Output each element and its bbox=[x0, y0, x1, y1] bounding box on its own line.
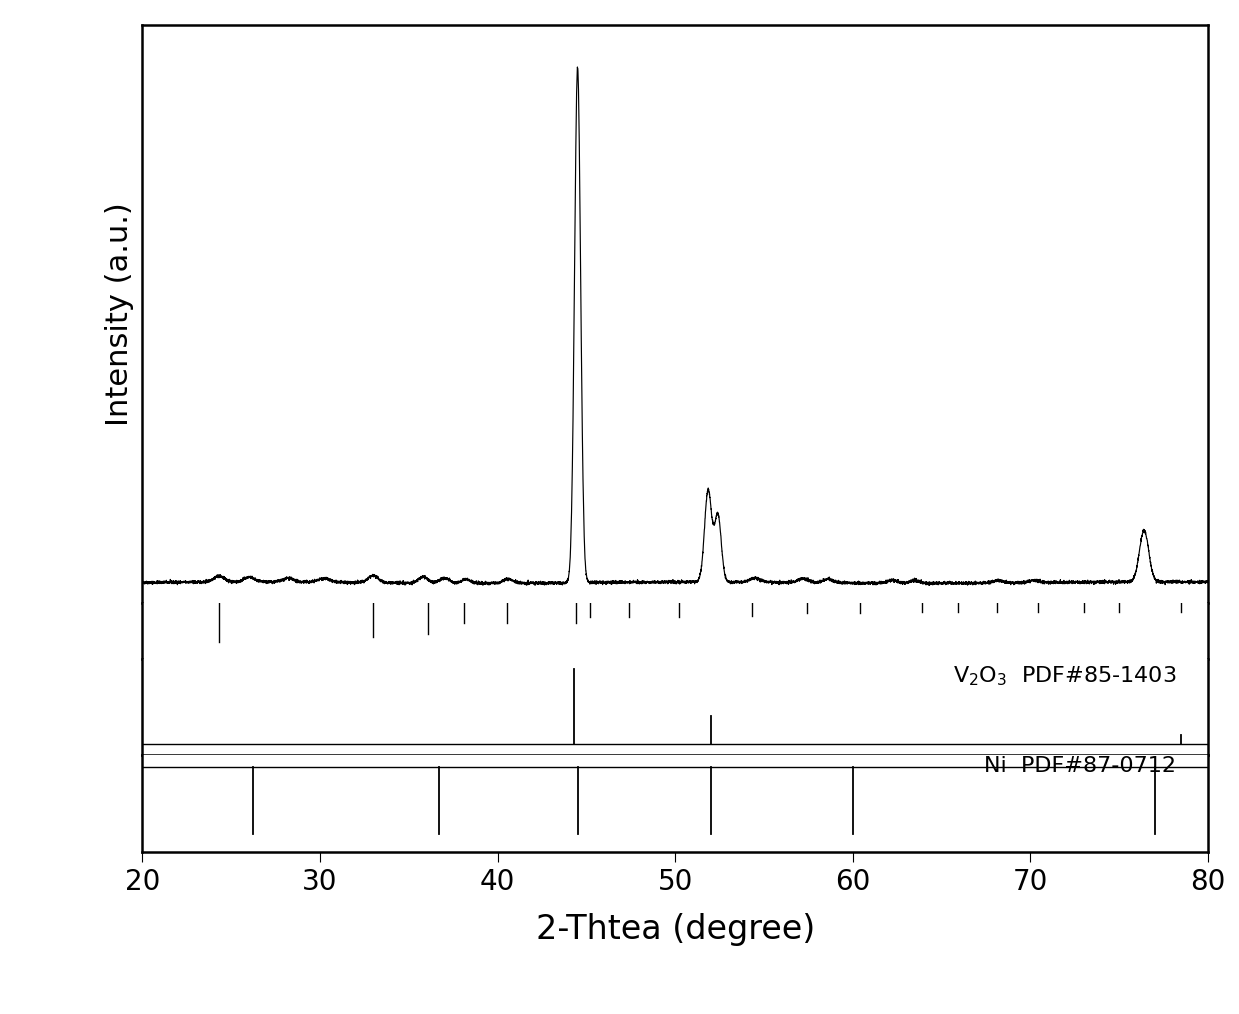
X-axis label: 2-Thtea (degree): 2-Thtea (degree) bbox=[535, 913, 815, 946]
Text: Ni  PDF#87-0712: Ni PDF#87-0712 bbox=[984, 756, 1176, 777]
Text: V$_2$O$_3$  PDF#85-1403: V$_2$O$_3$ PDF#85-1403 bbox=[953, 664, 1176, 687]
Y-axis label: Intensity (a.u.): Intensity (a.u.) bbox=[105, 203, 134, 426]
